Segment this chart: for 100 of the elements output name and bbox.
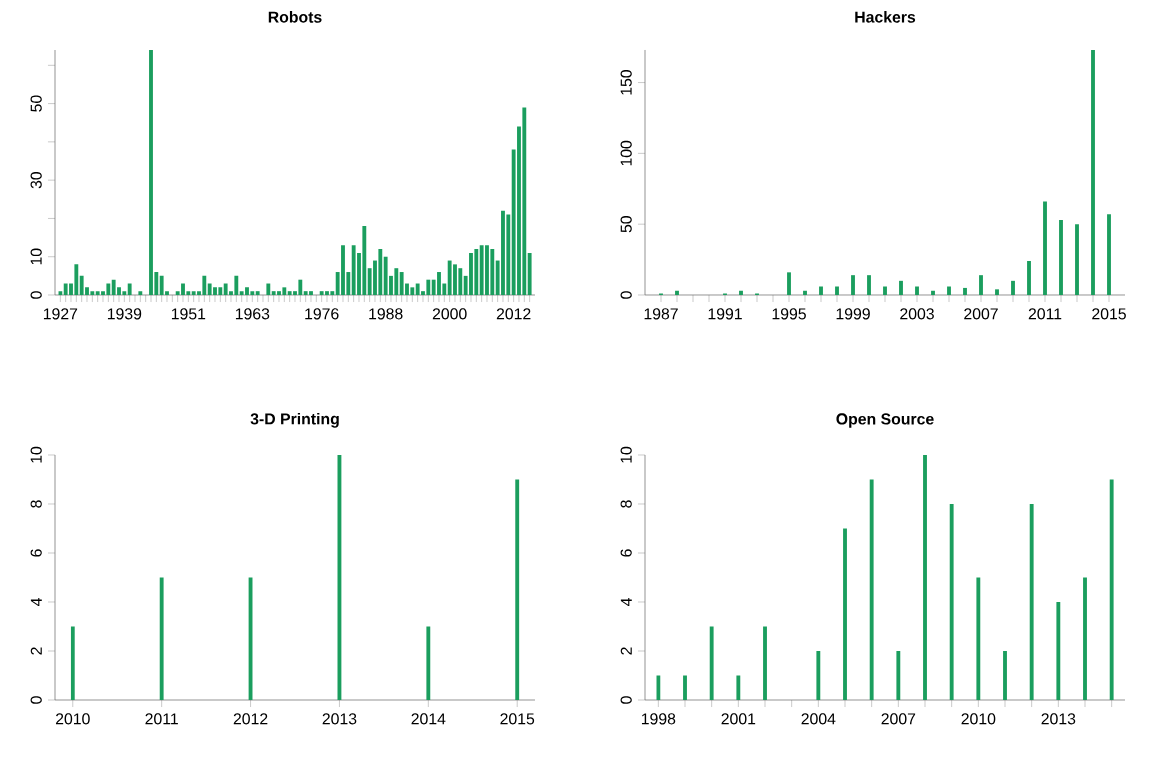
- bar: [763, 626, 767, 700]
- bar: [843, 528, 847, 700]
- bar: [255, 291, 260, 295]
- x-tick-label: 1991: [708, 308, 742, 320]
- x-tick-label: 1939: [107, 308, 142, 320]
- x-tick-label: 2013: [322, 713, 357, 725]
- x-tick-label: 2015: [500, 713, 535, 725]
- bar: [915, 286, 919, 295]
- x-tick-label: 1995: [772, 308, 806, 320]
- y-tick-label: 0: [30, 291, 42, 299]
- x-tick-label: 2004: [801, 713, 836, 725]
- bar: [949, 504, 954, 700]
- y-tick-label: 0: [30, 696, 42, 704]
- x-tick-label: 2010: [55, 713, 90, 725]
- y-tick-label: 0: [620, 696, 632, 704]
- x-tick-label: 2012: [496, 308, 531, 320]
- bar: [787, 272, 791, 295]
- bar: [819, 286, 823, 295]
- bar: [675, 290, 679, 295]
- bar: [1029, 504, 1034, 700]
- chart-title: Hackers: [855, 11, 916, 23]
- bar: [709, 626, 714, 700]
- bar: [1083, 577, 1087, 700]
- y-tick-label: 100: [620, 140, 632, 166]
- bar: [896, 651, 901, 700]
- bar: [803, 290, 807, 295]
- x-tick-label: 1988: [369, 308, 403, 320]
- x-tick-label: 2013: [1041, 713, 1076, 725]
- bar: [1027, 261, 1031, 295]
- bar: [1091, 49, 1095, 295]
- x-tick-label: 2011: [1028, 308, 1062, 320]
- bar: [963, 287, 967, 295]
- x-tick-label: 1963: [235, 308, 270, 320]
- chart-title: 3-D Printing: [250, 412, 339, 428]
- x-tick-label: 1951: [171, 308, 206, 320]
- bar: [851, 275, 855, 295]
- bar: [266, 283, 271, 295]
- bar: [1056, 602, 1061, 700]
- y-tick-label: 6: [620, 549, 632, 557]
- y-tick-label: 6: [30, 549, 42, 557]
- y-tick-label: 8: [620, 500, 632, 508]
- bar: [1109, 479, 1114, 700]
- bar: [1003, 651, 1007, 700]
- bar: [70, 626, 75, 700]
- x-tick-label: 2012: [233, 713, 268, 725]
- y-tick-label: 8: [30, 500, 42, 508]
- y-tick-label: 10: [30, 248, 42, 265]
- bar: [1075, 224, 1079, 295]
- bar: [127, 283, 132, 295]
- x-tick-label: 1976: [305, 308, 339, 320]
- x-tick-label: 1927: [43, 308, 78, 320]
- bar: [883, 286, 887, 295]
- chart-title: Open Source: [836, 413, 934, 428]
- y-tick-label: 10: [620, 446, 632, 463]
- x-tick-label: 2014: [411, 713, 446, 725]
- y-tick-label: 2: [30, 647, 42, 655]
- bar: [923, 455, 927, 700]
- bar: [1059, 219, 1063, 295]
- bar: [816, 651, 821, 700]
- x-tick-label: 2011: [145, 713, 178, 725]
- bar: [976, 577, 981, 700]
- bar: [869, 479, 874, 700]
- bar: [736, 675, 741, 700]
- y-tick-label: 10: [30, 446, 42, 463]
- y-tick-label: 2: [620, 647, 632, 655]
- bar: [947, 286, 951, 295]
- bar: [1043, 201, 1047, 295]
- bar: [835, 286, 839, 295]
- x-tick-label: 2015: [1092, 308, 1126, 320]
- x-tick-label: 1998: [641, 713, 676, 725]
- bar: [515, 479, 520, 700]
- x-tick-label: 2007: [881, 713, 916, 725]
- x-tick-label: 2001: [721, 713, 756, 725]
- bar: [867, 275, 871, 295]
- bar: [931, 290, 935, 295]
- bar: [159, 577, 164, 700]
- bar: [683, 675, 687, 700]
- bar: [1011, 280, 1015, 295]
- bar: [979, 275, 983, 295]
- x-tick-label: 2007: [964, 308, 998, 320]
- x-tick-label: 2000: [432, 308, 467, 320]
- bar: [899, 280, 903, 295]
- y-tick-label: 4: [30, 598, 42, 607]
- y-tick-label: 50: [30, 95, 42, 112]
- bar: [995, 289, 999, 295]
- x-tick-label: 2010: [961, 713, 996, 725]
- bar: [138, 291, 143, 295]
- y-tick-label: 0: [620, 291, 632, 299]
- x-tick-label: 2003: [900, 308, 934, 320]
- y-tick-label: 4: [620, 598, 632, 607]
- chart-title: Robots: [268, 11, 322, 23]
- y-tick-label: 50: [620, 216, 632, 233]
- bar: [527, 252, 532, 295]
- y-tick-label: 150: [620, 69, 632, 95]
- bar: [739, 290, 743, 295]
- bar: [1107, 214, 1111, 295]
- bar: [426, 626, 431, 700]
- x-tick-label: 1987: [644, 308, 678, 320]
- y-tick-label: 30: [30, 171, 42, 189]
- x-tick-label: 1999: [836, 308, 870, 320]
